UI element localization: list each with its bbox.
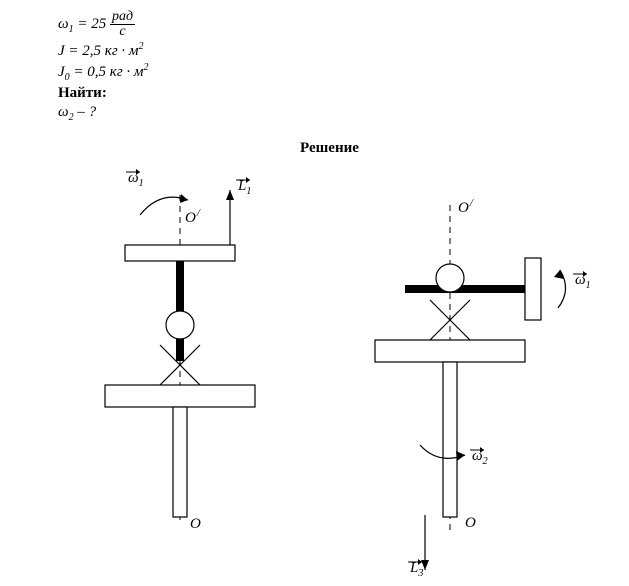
O-left-sym: O — [190, 516, 201, 532]
find-sym: ω — [58, 104, 69, 120]
Oprime-left: O/ — [185, 210, 199, 227]
omega1-val: 25 — [91, 16, 106, 32]
L1-sub: 1 — [246, 186, 251, 197]
J0-unit: кг · м — [110, 64, 144, 80]
Oprime-left-sym: O — [185, 210, 196, 226]
omega1-vec-label: ω1 — [128, 170, 144, 189]
O-left: O — [190, 516, 201, 533]
omega2-sub: 2 — [483, 456, 488, 467]
find-label: Найти: — [58, 85, 149, 102]
Oprime-right-mark: / — [470, 197, 473, 209]
omega2-label: ω2 — [472, 448, 488, 467]
L1-label: L1 — [238, 178, 251, 197]
vec-arrow-icon — [126, 168, 144, 176]
omega1-sub: 1 — [69, 24, 74, 35]
diagram-area: ω1 L1 O/ O O/ — [0, 160, 629, 580]
L3-sub: 3 — [418, 568, 423, 579]
find-tail: – ? — [74, 104, 97, 120]
L3-label: L3 — [410, 560, 423, 579]
given-block: ω1 = 25 рад с J = 2,5 кг · м2 J0 = 0,5 к… — [58, 10, 149, 125]
O-right: O — [465, 515, 476, 532]
solution-title: Решение — [300, 140, 359, 157]
J0-sym: J — [58, 64, 65, 80]
omega1-line: ω1 = 25 рад с — [58, 10, 149, 39]
omega1-v-sub: 1 — [139, 178, 144, 189]
J-sym: J — [58, 43, 65, 59]
vec-arrow-icon — [573, 270, 591, 278]
Oprime-right-sym: O — [458, 200, 469, 216]
omega1-unit-den: с — [110, 25, 135, 39]
omega1-unit-num: рад — [110, 10, 135, 25]
O-right-sym: O — [465, 515, 476, 531]
J0-line: J0 = 0,5 кг · м2 — [58, 62, 149, 83]
omega1-r-sub: 1 — [586, 280, 591, 291]
J-line: J = 2,5 кг · м2 — [58, 41, 149, 60]
Oprime-right: O/ — [458, 200, 472, 217]
Oprime-left-mark: / — [197, 207, 200, 219]
vec-arrow-icon — [236, 176, 254, 184]
J0-sub: 0 — [65, 72, 70, 83]
left-figure — [20, 170, 310, 550]
find-var-line: ω2 – ? — [58, 104, 149, 123]
vec-arrow-icon — [470, 446, 488, 454]
J-exp: 2 — [139, 41, 144, 52]
J-unit: кг · м — [105, 43, 139, 59]
omega1-unit: рад с — [110, 10, 135, 39]
omega1-right-label: ω1 — [575, 272, 591, 291]
J0-exp: 2 — [144, 62, 149, 73]
J0-val: 0,5 — [87, 64, 106, 80]
vec-arrow-icon — [408, 558, 426, 566]
J-val: 2,5 — [82, 43, 101, 59]
omega1-sym: ω — [58, 16, 69, 32]
